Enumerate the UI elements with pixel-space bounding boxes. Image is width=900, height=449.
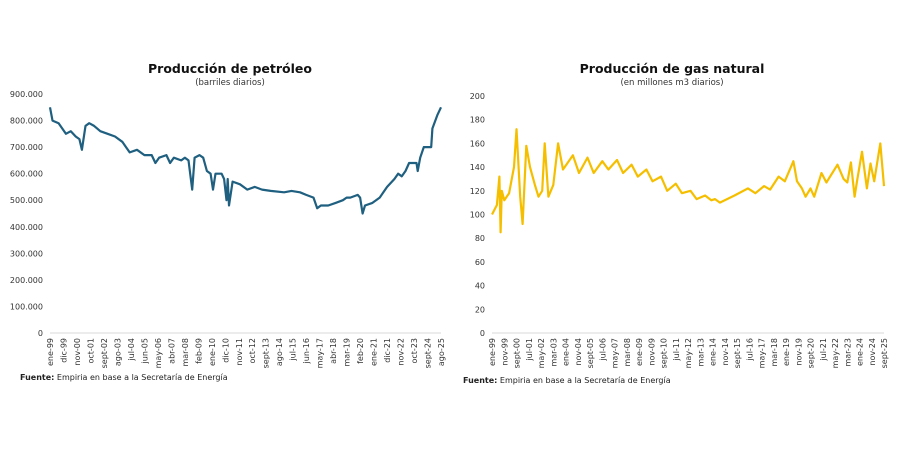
y-tick-label: 20	[475, 305, 485, 314]
gas-chart-subtitle: (en millones m3 diarios)	[620, 78, 723, 88]
oil-chart-title: Producción de petróleo	[148, 61, 312, 76]
x-tick-label: feb-09	[194, 338, 203, 364]
x-tick-label: may-17	[316, 338, 325, 368]
x-tick-label: ago-14	[275, 338, 284, 366]
y-tick-label: 700.000	[10, 143, 43, 152]
x-tick-label: abr-07	[167, 338, 176, 364]
y-tick-label: 0	[480, 329, 485, 338]
x-tick-label: mar-18	[770, 338, 779, 367]
y-tick-label: 40	[475, 282, 485, 291]
x-tick-label: nov-00	[73, 338, 82, 366]
x-tick-label: oct-12	[248, 338, 257, 364]
y-tick-label: 80	[475, 234, 485, 243]
y-tick-label: 140	[470, 163, 485, 172]
y-tick-label: 800.000	[10, 117, 43, 126]
x-tick-label: nov-22	[397, 338, 406, 366]
x-tick-label: may-17	[758, 338, 767, 368]
x-tick-label: ene-10	[208, 338, 217, 366]
gas-chart-source: Fuente: Empiria en base a la Secretaría …	[463, 376, 671, 385]
x-tick-label: jul-11	[672, 338, 681, 362]
x-tick-label: ene-24	[856, 338, 865, 366]
y-tick-label: 900.000	[10, 90, 43, 99]
oil-chart-source: Fuente: Empiria en base a la Secretaría …	[20, 373, 228, 382]
x-tick-label: nov-99	[500, 338, 509, 366]
x-tick-label: jul-16	[745, 338, 754, 362]
x-tick-label: ago-25	[437, 338, 446, 366]
x-tick-label: ene-14	[709, 338, 718, 366]
x-tick-label: sept-10	[660, 338, 669, 368]
gas-chart-title: Producción de gas natural	[580, 61, 765, 76]
x-tick-label: dic-10	[221, 338, 230, 363]
x-tick-label: sept-20	[807, 338, 816, 368]
x-tick-label: mar-08	[623, 338, 632, 367]
x-tick-label: sept-02	[100, 338, 109, 368]
x-tick-label: oct-01	[86, 338, 95, 364]
source-label: Fuente:	[20, 373, 54, 382]
y-tick-label: 500.000	[10, 196, 43, 205]
x-tick-label: mar-23	[843, 338, 852, 367]
x-tick-label: sept-25	[880, 338, 889, 368]
x-tick-label: dic-99	[59, 338, 68, 363]
y-tick-label: 100	[470, 211, 485, 220]
y-tick-label: 200	[470, 92, 485, 101]
y-tick-label: 100.000	[10, 302, 43, 311]
x-tick-label: feb-20	[356, 338, 365, 364]
y-tick-label: 120	[470, 187, 485, 196]
x-tick-label: ene-09	[635, 338, 644, 366]
x-tick-label: sept-24	[424, 338, 433, 368]
x-tick-label: jul-15	[289, 338, 298, 362]
x-tick-label: sept-05	[586, 338, 595, 368]
x-tick-label: nov-09	[647, 338, 656, 366]
x-tick-label: may-06	[154, 338, 163, 368]
x-tick-label: sept-13	[262, 338, 271, 368]
x-tick-label: jul-01	[525, 338, 534, 362]
x-tick-label: nov-24	[868, 338, 877, 366]
x-tick-label: nov-14	[721, 338, 730, 366]
y-tick-label: 400.000	[10, 223, 43, 232]
x-tick-label: ago-03	[113, 338, 122, 366]
oil-production-chart: Producción de petróleo (barriles diarios…	[10, 61, 446, 382]
x-tick-label: may-22	[831, 338, 840, 368]
x-tick-label: ene-04	[562, 338, 571, 366]
oil-chart-subtitle: (barriles diarios)	[195, 78, 265, 88]
source-label: Fuente:	[463, 376, 497, 385]
x-tick-label: mar-19	[343, 338, 352, 367]
undefined-series-line	[48, 106, 442, 215]
source-text: Empiria en base a la Secretaría de Energ…	[497, 376, 670, 385]
x-tick-label: mar-03	[549, 338, 558, 367]
x-tick-label: jul-21	[819, 338, 828, 362]
x-tick-label: dic-21	[383, 338, 392, 363]
source-text: Empiria en base a la Secretaría de Energ…	[54, 373, 227, 382]
y-tick-label: 200.000	[10, 276, 43, 285]
x-tick-label: abr-18	[329, 338, 338, 364]
y-tick-label: 160	[470, 139, 485, 148]
y-tick-label: 180	[470, 116, 485, 125]
x-tick-label: mar-08	[181, 338, 190, 367]
x-tick-label: nov-11	[235, 338, 244, 366]
x-tick-label: sept-00	[513, 338, 522, 368]
x-tick-label: ene-21	[370, 338, 379, 366]
y-tick-label: 300.000	[10, 249, 43, 258]
x-tick-label: oct-23	[410, 338, 419, 364]
gas-production-chart: Producción de gas natural (en millones m…	[463, 61, 889, 385]
x-tick-label: nov-19	[794, 338, 803, 366]
x-tick-label: may-02	[537, 338, 546, 368]
x-tick-label: ene-99	[46, 338, 55, 366]
undefined-series-line	[491, 128, 886, 234]
y-tick-label: 600.000	[10, 170, 43, 179]
y-tick-label: 0	[38, 329, 43, 338]
x-tick-label: ene-99	[488, 338, 497, 366]
x-tick-label: nov-04	[574, 338, 583, 366]
x-tick-label: sept-15	[733, 338, 742, 368]
x-tick-label: jun-05	[140, 338, 149, 364]
x-tick-label: mar-13	[696, 338, 705, 367]
x-tick-label: ene-19	[782, 338, 791, 366]
x-tick-label: may-12	[684, 338, 693, 368]
x-tick-label: jul-04	[127, 338, 136, 362]
y-tick-label: 60	[475, 258, 485, 267]
x-tick-label: jul-06	[598, 338, 607, 362]
x-tick-label: may-07	[611, 338, 620, 368]
x-tick-label: jun-16	[302, 338, 311, 364]
